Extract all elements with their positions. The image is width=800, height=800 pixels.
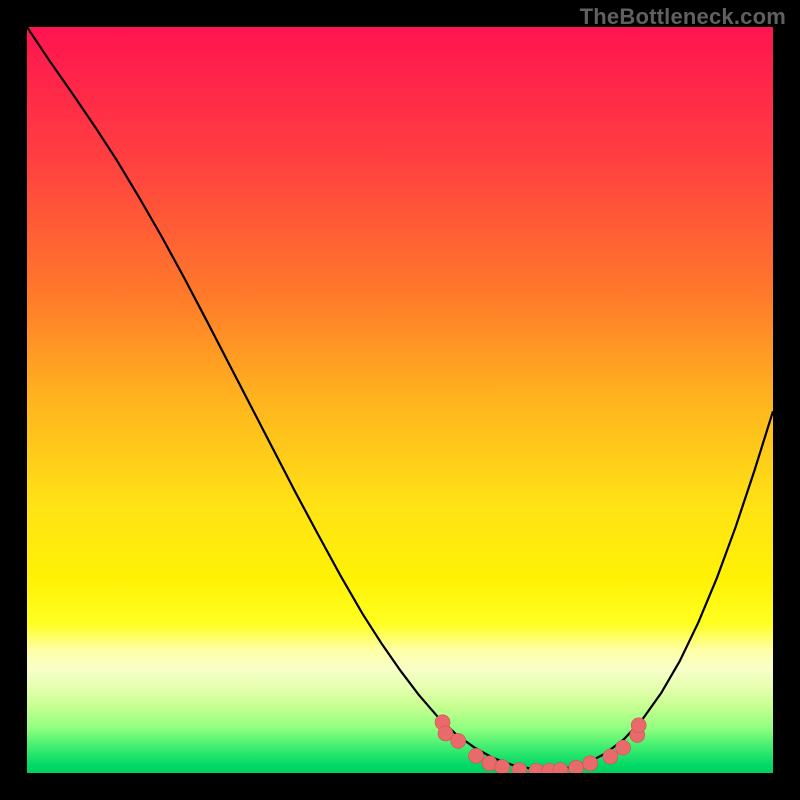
curve-marker [616,740,631,755]
curve-marker [603,749,618,764]
chart-frame: TheBottleneck.com [0,0,800,800]
plot-area [27,27,773,773]
curve-marker [451,733,466,748]
chart-svg [27,27,773,773]
curve-marker [569,760,584,773]
curve-marker [495,760,510,773]
curve-marker [469,748,484,763]
chart-background [27,27,773,773]
watermark-text: TheBottleneck.com [580,4,786,30]
curve-marker [583,756,598,771]
curve-marker [631,718,646,733]
